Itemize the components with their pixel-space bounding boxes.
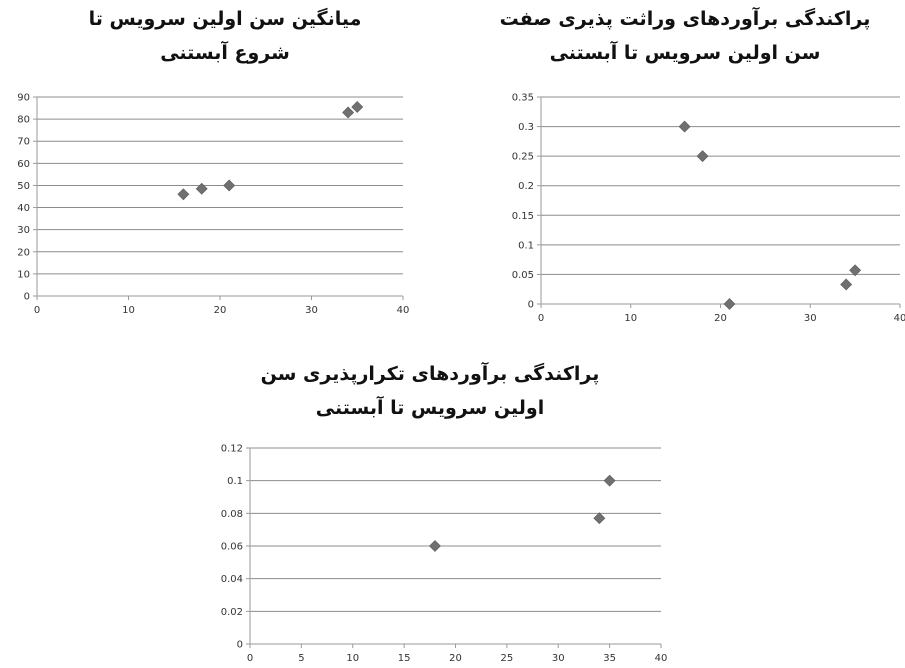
data-point <box>723 298 736 310</box>
y-tick-label: 0 <box>237 640 243 651</box>
x-tick-label: 40 <box>397 305 410 316</box>
x-tick-label: 20 <box>714 313 727 324</box>
y-tick-label: 0.1 <box>227 476 243 487</box>
x-tick-label: 35 <box>603 653 616 664</box>
y-tick-label: 30 <box>17 225 30 236</box>
x-tick-label: 20 <box>449 653 462 664</box>
chart-title: پراکندگی برآوردهای وراثت پذیری صفت سن او… <box>499 8 871 64</box>
y-tick-label: 0.12 <box>221 444 243 455</box>
data-point <box>696 150 709 163</box>
x-tick-label: 0 <box>34 305 40 316</box>
data-point <box>195 182 208 195</box>
x-tick-label: 0 <box>538 313 544 324</box>
chart-repeatability-scatter: پراکندگی برآوردهای تکرارپذیری سن اولین س… <box>200 355 680 668</box>
chart-age-first-service: میانگین سن اولین سرویس تا شروع آبستنی 0 1… <box>0 0 440 330</box>
x-tick-label: 5 <box>298 653 304 664</box>
data-point <box>177 188 190 201</box>
x-tick-label: 30 <box>552 653 565 664</box>
y-tick-label: 0.15 <box>512 211 534 222</box>
x-tick-label: 30 <box>305 305 318 316</box>
scatter-plot: 0 10 20 30 40 50 60 70 80 90 0 10 20 30 40 <box>17 93 410 317</box>
scatter-plot: 0 0.05 0.1 0.15 0.2 0.25 0.3 0.35 0 10 20 30 40 <box>512 93 905 325</box>
x-tick-label: 40 <box>894 313 905 324</box>
data-point <box>342 106 355 119</box>
y-tick-label: 0.08 <box>221 509 243 520</box>
y-tick-label: 0.04 <box>221 574 243 585</box>
y-tick-label: 60 <box>17 159 30 170</box>
data-point <box>429 540 441 552</box>
chart-title: میانگین سن اولین سرویس تا شروع آبستنی <box>88 8 362 64</box>
data-point <box>603 474 616 487</box>
scatter-plot: 0 0.02 0.04 0.06 0.08 0.1 0.12 0 5 10 15 20 25 30 35 40 <box>221 444 668 665</box>
data-point <box>351 101 364 113</box>
y-tick-label: 0.2 <box>518 181 534 192</box>
chart-heritability-scatter: پراکندگی برآوردهای وراثت پذیری صفت سن او… <box>460 0 905 330</box>
y-tick-label: 50 <box>17 181 30 192</box>
y-tick-label: 0 <box>24 292 30 303</box>
y-tick-label: 0.35 <box>512 93 534 104</box>
data-point <box>678 120 691 133</box>
y-tick-label: 40 <box>17 203 30 214</box>
y-tick-label: 0.3 <box>518 122 534 133</box>
y-tick-label: 0.05 <box>512 270 534 281</box>
y-tick-label: 0.1 <box>518 240 534 251</box>
data-point <box>849 264 862 277</box>
y-tick-label: 10 <box>17 269 30 280</box>
x-tick-label: 0 <box>247 653 253 664</box>
x-tick-label: 10 <box>624 313 637 324</box>
y-tick-label: 70 <box>17 137 30 148</box>
y-tick-label: 0.25 <box>512 152 534 163</box>
x-tick-label: 40 <box>655 653 668 664</box>
data-point <box>593 512 606 525</box>
y-tick-label: 90 <box>17 93 30 104</box>
x-tick-label: 10 <box>346 653 359 664</box>
y-tick-label: 0 <box>528 300 534 311</box>
x-tick-label: 30 <box>804 313 817 324</box>
x-tick-label: 10 <box>122 305 135 316</box>
data-point <box>223 179 236 192</box>
chart-title: پراکندگی برآوردهای تکرارپذیری سن اولین س… <box>260 363 600 419</box>
x-tick-label: 15 <box>398 653 411 664</box>
data-point <box>840 278 853 291</box>
x-tick-label: 20 <box>214 305 227 316</box>
y-tick-label: 20 <box>17 247 30 258</box>
x-tick-label: 25 <box>501 653 514 664</box>
y-tick-label: 0.06 <box>221 542 243 553</box>
y-tick-label: 0.02 <box>221 607 243 618</box>
y-tick-label: 80 <box>17 115 30 126</box>
